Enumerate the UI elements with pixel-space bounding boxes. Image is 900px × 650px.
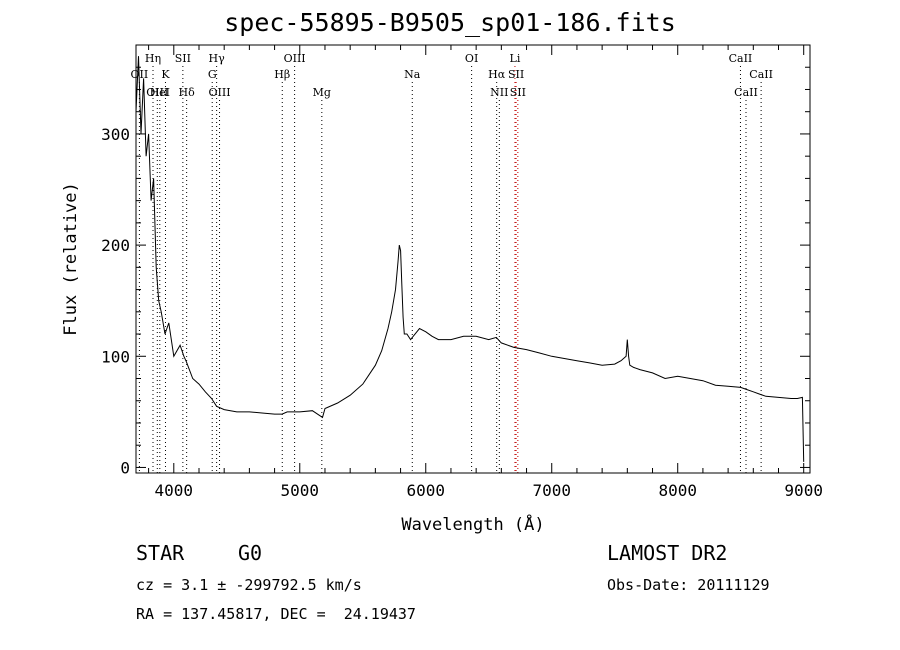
line-marker-label: CaII [734, 86, 758, 99]
x-tick-label: 7000 [532, 481, 571, 500]
line-marker-label: Hβ [274, 68, 290, 81]
line-marker-label: G [208, 68, 217, 81]
y-tick-label: 200 [101, 236, 130, 255]
object-class: STAR [136, 541, 185, 565]
line-marker-label: CaII [729, 52, 753, 65]
y-axis-label: Flux (relative) [61, 182, 81, 336]
chart-title: spec-55895-B9505_sp01-186.fits [224, 8, 676, 37]
y-tick-label: 0 [120, 458, 130, 477]
line-marker-label: NII [490, 86, 508, 99]
coordinates: RA = 137.45817, DEC = 24.19437 [136, 605, 416, 623]
axis-ticks: 4000 5000 6000 7000 8000 9000 0 100 200 300 [101, 45, 823, 500]
y-tick-label: 300 [101, 125, 130, 144]
x-tick-label: 5000 [281, 481, 320, 500]
line-marker-label: SII [508, 68, 524, 81]
line-marker-label: SII [510, 86, 526, 99]
line-marker-label: Na [404, 68, 421, 81]
x-tick-label: 8000 [658, 481, 697, 500]
x-axis-label: Wavelength (Å) [401, 513, 544, 535]
line-marker-label: OIII [146, 86, 168, 99]
x-tick-label: 6000 [406, 481, 445, 500]
line-marker-label: Li [510, 52, 521, 65]
line-marker-label: Hδ [179, 86, 196, 99]
redshift-text: cz = 3.1 ± -299792.5 km/s [136, 576, 362, 594]
line-marker-label: OI [465, 52, 478, 65]
line-marker-label: CaII [749, 68, 773, 81]
line-marker-label: Hα [488, 68, 506, 81]
y-tick-label: 100 [101, 347, 130, 366]
line-marker-label: Mg [313, 86, 331, 99]
x-tick-label: 9000 [784, 481, 823, 500]
line-marker-label: Hη [145, 52, 161, 65]
line-marker-label: HeI [150, 86, 170, 99]
line-marker-label: SII [175, 52, 191, 65]
subclass: G0 [238, 541, 263, 565]
spectrum-line [135, 56, 805, 462]
line-marker-label: OIII [208, 86, 230, 99]
survey-name: LAMOST DR2 [607, 541, 728, 565]
line-marker-label: OIII [284, 52, 306, 65]
obs-date: Obs-Date: 20111129 [607, 576, 770, 594]
x-tick-label: 4000 [155, 481, 194, 500]
plot-frame [135, 44, 811, 474]
line-marker-label: K [161, 68, 170, 81]
line-marker-label: Hγ [209, 52, 226, 65]
